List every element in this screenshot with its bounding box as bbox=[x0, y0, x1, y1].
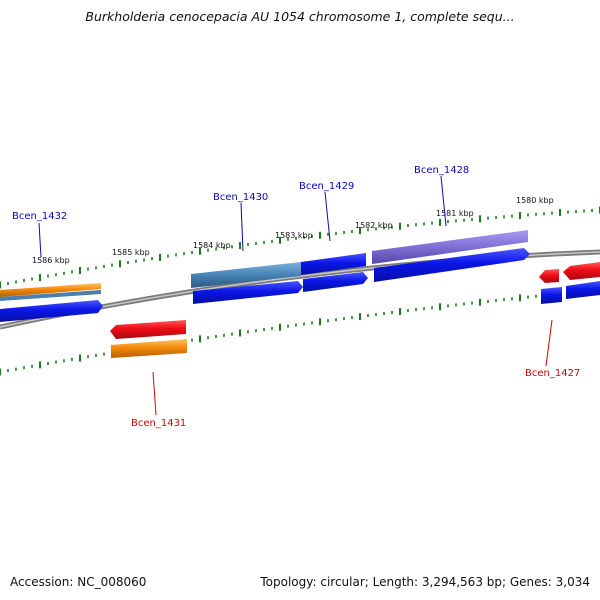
gene-bcen-1431[interactable] bbox=[110, 320, 186, 339]
gene-bcen-1431-orange[interactable] bbox=[111, 339, 187, 358]
gene-bcen-1430-steel[interactable] bbox=[191, 262, 301, 288]
gene-bcen-1428[interactable] bbox=[374, 248, 530, 282]
tick-ring-upper bbox=[0, 206, 600, 289]
kbp-label: 1584 kbp bbox=[193, 241, 231, 250]
gene-label-bcen-1431[interactable]: Bcen_1431 bbox=[131, 418, 186, 429]
kbp-label: 1582 kbp bbox=[355, 221, 393, 230]
accession-text: Accession: NC_008060 bbox=[10, 575, 147, 589]
kbp-label: 1583 kbp bbox=[275, 231, 313, 240]
gene-bcen-1428-slate[interactable] bbox=[372, 230, 528, 264]
kbp-labels: 1586 kbp 1585 kbp 1584 kbp 1583 kbp 1582… bbox=[32, 196, 554, 265]
gene-bcen-1432[interactable] bbox=[0, 300, 103, 322]
kbp-label: 1586 kbp bbox=[32, 256, 70, 265]
callout-lines bbox=[38, 175, 553, 416]
gene-bcen-1429-upper[interactable] bbox=[301, 253, 366, 275]
gene-bcen-1430[interactable] bbox=[193, 281, 303, 304]
topology-text: Topology: circular; Length: 3,294,563 bp… bbox=[260, 575, 590, 589]
gene-label-bcen-1430[interactable]: Bcen_1430 bbox=[213, 192, 268, 203]
gene-bcen-1427[interactable] bbox=[539, 262, 600, 283]
gene-label-bcen-1432[interactable]: Bcen_1432 bbox=[12, 211, 67, 222]
gene-label-bcen-1429[interactable]: Bcen_1429 bbox=[299, 181, 354, 192]
kbp-label: 1580 kbp bbox=[516, 196, 554, 205]
gene-bcen-1432-orange[interactable] bbox=[0, 283, 101, 301]
map-title: Burkholderia cenocepacia AU 1054 chromos… bbox=[85, 9, 515, 24]
gene-label-bcen-1427[interactable]: Bcen_1427 bbox=[525, 368, 580, 379]
tick-ring-lower bbox=[0, 286, 600, 376]
kbp-label: 1585 kbp bbox=[112, 248, 150, 257]
kbp-label: 1581 kbp bbox=[436, 209, 474, 218]
gene-bcen-1429[interactable] bbox=[303, 272, 368, 292]
gene-bcen-1427-forward[interactable] bbox=[541, 281, 600, 304]
gene-label-bcen-1428[interactable]: Bcen_1428 bbox=[414, 165, 469, 176]
